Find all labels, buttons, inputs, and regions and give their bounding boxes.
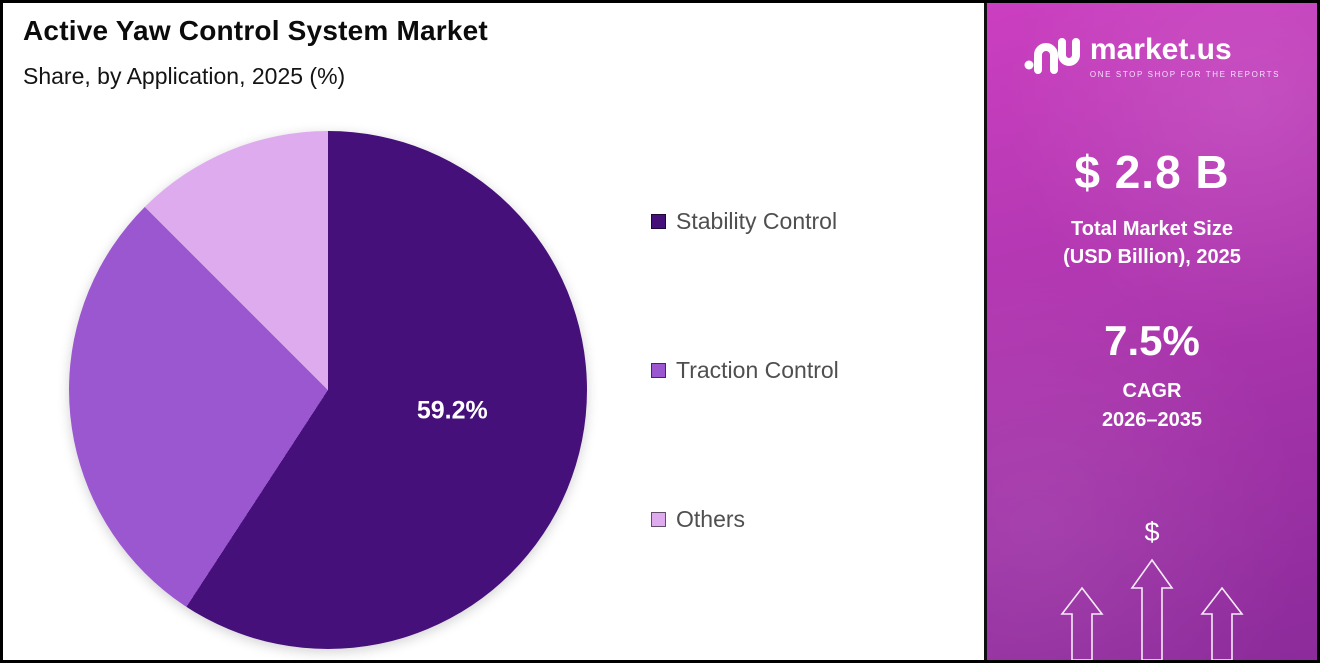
- brand-tagline: ONE STOP SHOP FOR THE REPORTS: [1089, 70, 1281, 79]
- chart-title: Active Yaw Control System Market: [23, 15, 488, 46]
- cagr-label: CAGR 2026–2035: [1102, 377, 1202, 435]
- chart-area: Active Yaw Control System Market Share, …: [3, 3, 984, 660]
- chart-subtitle: Share, by Application, 2025 (%): [23, 63, 346, 89]
- cagr-value: 7.5%: [1104, 317, 1200, 364]
- cagr-label-line2: 2026–2035: [1101, 409, 1203, 431]
- legend-label: Traction Control: [676, 357, 839, 383]
- marketus-logo-text: market.us ONE STOP SHOP FOR THE REPORTS: [1089, 33, 1281, 80]
- dollar-icon: $: [1144, 517, 1160, 547]
- pie-chart-wrap: 59.2%: [69, 131, 587, 649]
- legend-label: Stability Control: [676, 208, 838, 234]
- up-arrow-icon: [1199, 586, 1245, 660]
- up-arrow-icon: [1059, 586, 1105, 660]
- legend-label: Others: [676, 506, 746, 532]
- legend: Stability Control Traction Control Others: [651, 208, 839, 533]
- legend-item: Others: [651, 506, 839, 533]
- legend-item: Traction Control: [651, 357, 839, 384]
- market-size-label: Total Market Size (USD Billion), 2025: [1063, 215, 1241, 271]
- market-size-label-line2: (USD Billion), 2025: [1063, 246, 1241, 268]
- legend-swatch: [651, 214, 666, 229]
- up-arrows-decoration: [1059, 558, 1245, 660]
- brand-sidebar: market.us ONE STOP SHOP FOR THE REPORTS …: [984, 3, 1317, 660]
- legend-swatch: [651, 512, 666, 527]
- sidebar-decoration: $: [987, 517, 1317, 660]
- pie-data-label: 59.2%: [416, 396, 488, 425]
- marketus-logo: market.us ONE STOP SHOP FOR THE REPORTS: [1024, 35, 1280, 79]
- legend-swatch: [651, 363, 666, 378]
- market-size-value: $ 2.8 B: [1074, 146, 1230, 198]
- cagr-label-line1: CAGR: [1122, 380, 1182, 402]
- market-size-label-line1: Total Market Size: [1071, 218, 1233, 240]
- marketus-logo-icon: [1024, 36, 1080, 79]
- brand-name: market.us: [1089, 33, 1232, 66]
- legend-item: Stability Control: [651, 208, 839, 235]
- pie-chart: [69, 131, 587, 649]
- up-arrow-icon: [1129, 558, 1175, 660]
